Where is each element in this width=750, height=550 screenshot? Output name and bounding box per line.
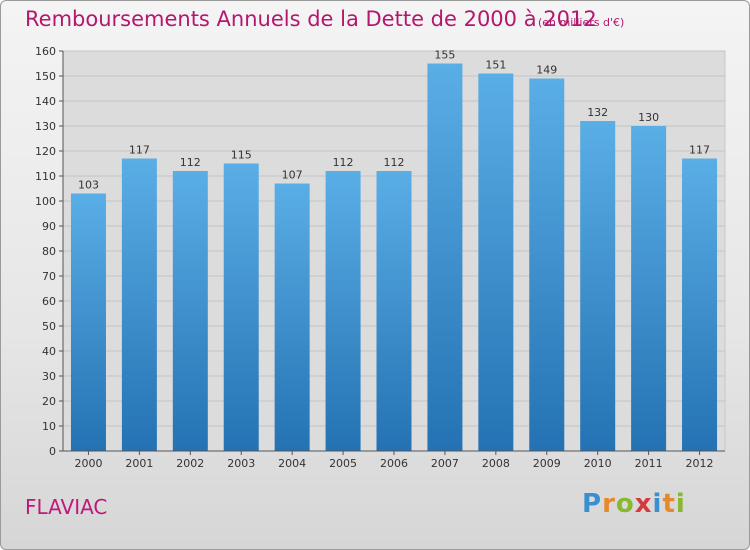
bar-2001 <box>121 158 157 451</box>
x-tick-label: 2006 <box>380 457 408 470</box>
logo-letter: r <box>602 489 616 519</box>
x-tick-label: 2008 <box>482 457 510 470</box>
x-tick-label: 2012 <box>686 457 714 470</box>
bar-value-label: 132 <box>587 106 608 119</box>
bar-value-label: 117 <box>689 144 710 157</box>
y-tick-label: 20 <box>42 395 56 408</box>
bar-2000 <box>70 193 106 451</box>
y-tick-label: 120 <box>35 145 56 158</box>
bar-2008 <box>478 73 514 451</box>
y-tick-label: 160 <box>35 45 56 58</box>
bar-2006 <box>376 171 412 451</box>
bar-value-label: 115 <box>231 149 252 162</box>
y-tick-label: 60 <box>42 295 56 308</box>
bar-2005 <box>325 171 361 451</box>
bar-2003 <box>223 163 259 451</box>
proxiti-logo: Proxiti <box>582 489 686 519</box>
logo-letter: t <box>662 489 676 519</box>
y-tick-label: 70 <box>42 270 56 283</box>
y-tick-label: 150 <box>35 70 56 83</box>
bar-2010 <box>580 121 616 451</box>
bar-value-label: 151 <box>485 59 506 72</box>
logo-letter: x <box>634 489 653 519</box>
chart-title: Remboursements Annuels de la Dette de 20… <box>25 7 597 31</box>
x-tick-label: 2009 <box>533 457 561 470</box>
x-tick-label: 2011 <box>635 457 663 470</box>
bar-value-label: 112 <box>180 156 201 169</box>
bars: 103 117 112 115 107 112 112 155 151 149 132 130 117 <box>70 49 718 451</box>
bar-value-label: 130 <box>638 111 659 124</box>
y-tick-label: 90 <box>42 220 56 233</box>
bar-value-label: 112 <box>333 156 354 169</box>
x-tick-label: 2001 <box>125 457 153 470</box>
y-tick-label: 130 <box>35 120 56 133</box>
bar-value-label: 107 <box>282 169 303 182</box>
x-tick-label: 2007 <box>431 457 459 470</box>
y-tick-label: 100 <box>35 195 56 208</box>
bar-2009 <box>529 78 565 451</box>
x-tick-label: 2010 <box>584 457 612 470</box>
chart-unit: (en milliers d'€) <box>538 16 625 29</box>
x-tick-label: 2000 <box>74 457 102 470</box>
logo-letter: P <box>582 489 603 519</box>
bar-2004 <box>274 183 310 451</box>
bar-2002 <box>172 171 208 451</box>
y-tick-label: 30 <box>42 370 56 383</box>
y-tick-label: 50 <box>42 320 56 333</box>
y-tick-label: 140 <box>35 95 56 108</box>
bar-2007 <box>427 63 463 451</box>
x-tick-label: 2005 <box>329 457 357 470</box>
bar-value-label: 103 <box>78 179 99 192</box>
logo-letter: i <box>652 489 663 519</box>
y-tick-label: 40 <box>42 345 56 358</box>
y-tick-label: 110 <box>35 170 56 183</box>
y-tick-label: 0 <box>49 445 56 458</box>
city-name: FLAVIAC <box>25 495 108 519</box>
x-axis: 2000 2001 2002 2003 2004 2005 2006 2007 2008 2009… <box>63 450 725 470</box>
logo-letter: i <box>675 489 686 519</box>
bar-2012 <box>682 158 718 451</box>
bar-value-label: 155 <box>434 49 455 62</box>
logo-letter: o <box>615 489 635 519</box>
y-tick-label: 10 <box>42 420 56 433</box>
bar-2011 <box>631 126 667 451</box>
x-tick-label: 2003 <box>227 457 255 470</box>
bar-value-label: 149 <box>536 64 557 77</box>
bar-value-label: 117 <box>129 144 150 157</box>
bar-value-label: 112 <box>384 156 405 169</box>
y-tick-label: 80 <box>42 245 56 258</box>
x-tick-label: 2004 <box>278 457 306 470</box>
y-axis: 0 10 20 30 40 50 60 70 80 90 100 110 120 130 140 150 160 <box>35 45 64 458</box>
x-tick-label: 2002 <box>176 457 204 470</box>
